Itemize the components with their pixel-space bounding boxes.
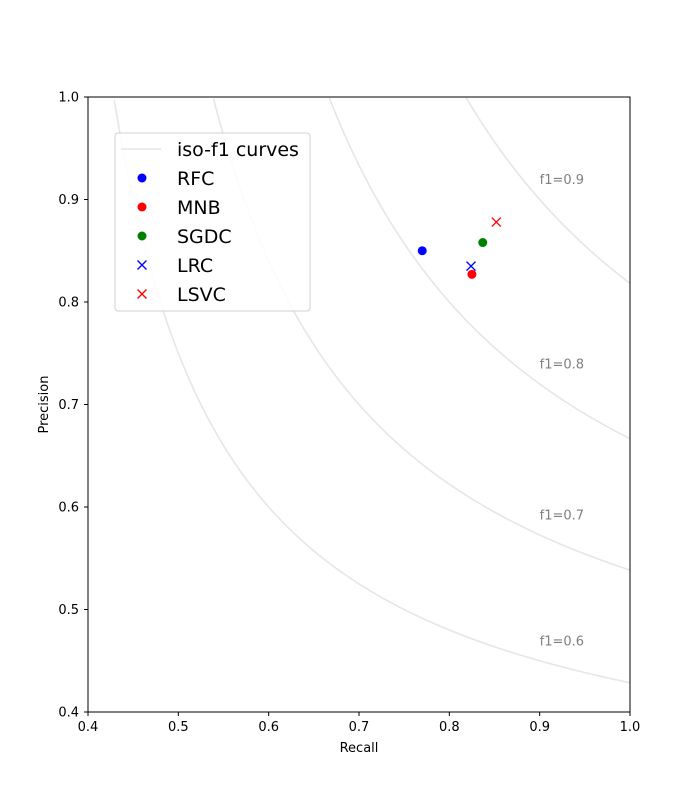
- y-tick-label: 0.6: [58, 501, 79, 516]
- iso-f1-curve: [113, 99, 630, 684]
- x-tick-label: 0.8: [439, 720, 460, 735]
- iso-f1-label: f1=0.8: [540, 358, 584, 373]
- y-tick-label: 0.9: [58, 193, 79, 208]
- iso-f1-labels: f1=0.6 f1=0.7 f1=0.8 f1=0.9: [540, 173, 584, 649]
- iso-f1-label: f1=0.7: [540, 508, 584, 523]
- x-tick-label: 0.6: [258, 720, 279, 735]
- data-points: [417, 217, 502, 279]
- y-tick-label: 0.5: [58, 603, 79, 618]
- x-tick-label: 0.9: [529, 720, 550, 735]
- y-tick-label: 1.0: [58, 91, 79, 106]
- y-tick-label: 0.4: [58, 706, 79, 721]
- iso-f1-curve: [328, 97, 630, 440]
- data-point-rfc: [417, 246, 427, 256]
- legend: iso-f1 curves RFC MNB SGDC LRC LSVC: [114, 132, 311, 312]
- legend-marker-rfc: [137, 173, 147, 183]
- iso-f1-label: f1=0.6: [540, 634, 584, 649]
- legend-label-sgdc: SGDC: [177, 226, 232, 248]
- legend-frame: [114, 132, 311, 312]
- y-tick-label: 0.7: [58, 398, 79, 413]
- y-tick-label: 0.8: [58, 296, 79, 311]
- x-tick-label: 1.0: [620, 720, 641, 735]
- x-axis-ticks: 0.4 0.5 0.6 0.7 0.8 0.9 1.0: [78, 712, 641, 735]
- legend-label-lsvc: LSVC: [177, 284, 226, 306]
- iso-f1-label: f1=0.9: [540, 173, 584, 188]
- legend-marker-lrc: [137, 260, 147, 270]
- data-point-sgdc: [478, 238, 488, 248]
- x-tick-label: 0.7: [349, 720, 370, 735]
- y-axis-label: Precision: [37, 375, 52, 433]
- legend-label-rfc: RFC: [177, 168, 214, 190]
- data-point-lsvc: [491, 217, 502, 228]
- x-axis-label: Recall: [340, 741, 379, 756]
- data-point-lrc: [466, 261, 476, 272]
- iso-f1-curve: [465, 97, 630, 284]
- x-tick-label: 0.4: [78, 720, 99, 735]
- data-point-mnb: [467, 269, 477, 279]
- legend-marker-lsvc: [137, 289, 147, 299]
- legend-label-mnb: MNB: [177, 197, 221, 219]
- legend-label-iso-f1: iso-f1 curves: [177, 139, 299, 161]
- x-tick-label: 0.5: [168, 720, 189, 735]
- legend-marker-mnb: [137, 202, 147, 212]
- y-axis-ticks: 0.4 0.5 0.6 0.7 0.8 0.9 1.0: [58, 91, 88, 721]
- legend-label-lrc: LRC: [177, 255, 213, 277]
- legend-marker-sgdc: [137, 231, 147, 241]
